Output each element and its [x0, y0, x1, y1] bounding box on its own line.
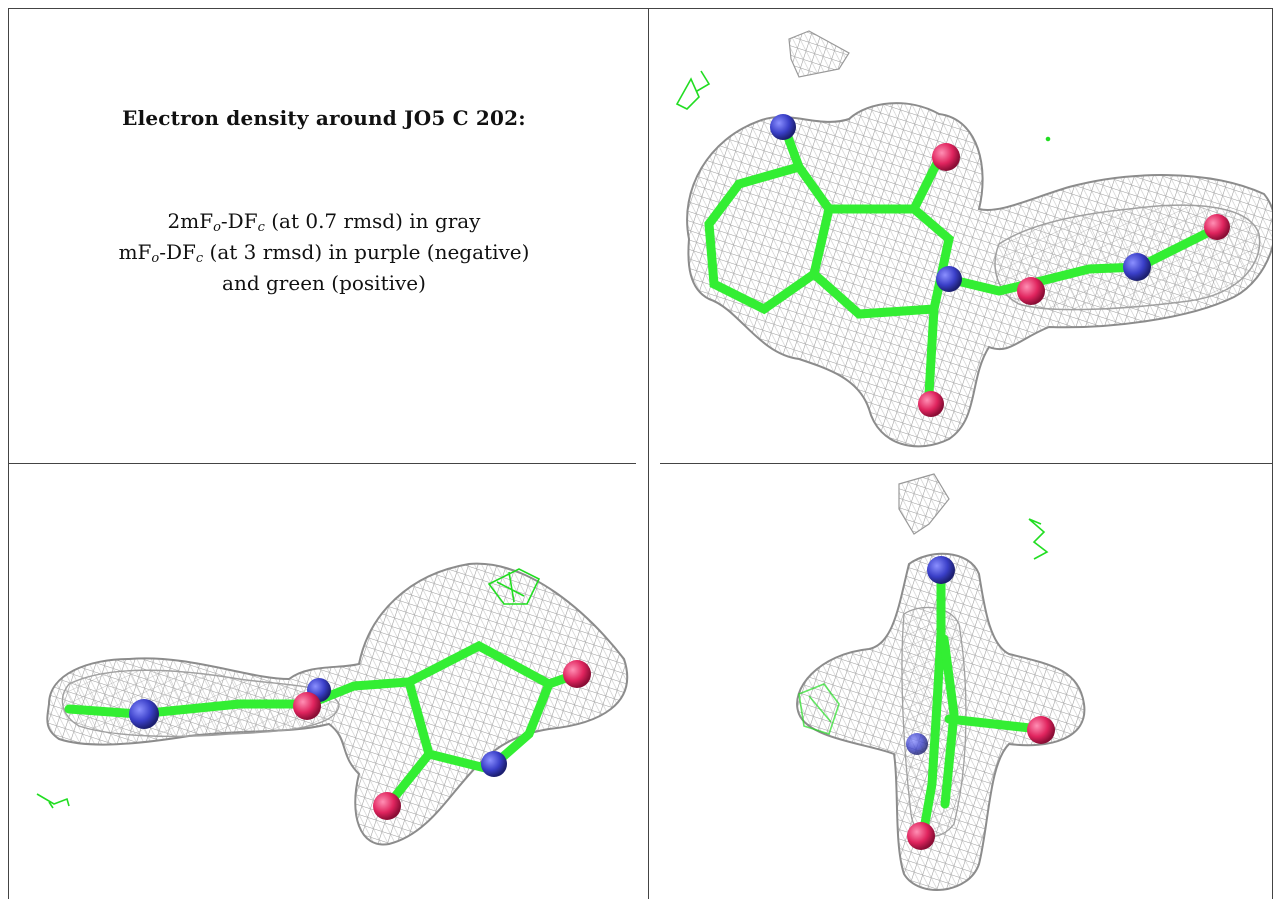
caption-title: Electron density around JO5 C 202: — [122, 106, 526, 130]
grid-middle-horizontal-left — [8, 463, 636, 464]
grid-middle-horizontal-right — [660, 463, 1273, 464]
atom-oxygen-red — [907, 716, 1055, 850]
atom-nitrogen-blue — [770, 114, 1151, 292]
grid-left-border — [8, 8, 9, 899]
mesh-3fo-dfc-green-positive — [36, 568, 541, 809]
caption-description: 2mFo-DFc (at 0.7 rmsd) in gray mFo-DFc (… — [8, 206, 640, 299]
mesh-3fo-dfc-green-positive — [675, 70, 1051, 142]
mesh-2fo-dfc-gray — [686, 30, 1272, 448]
caption-line-colors: and green (positive) — [222, 271, 426, 295]
grid-right-border — [1272, 8, 1273, 899]
view-bottom-right — [649, 464, 1272, 899]
atom-nitrogen-blue — [129, 678, 507, 777]
caption-cell: Electron density around JO5 C 202: 2mFo-… — [8, 8, 640, 463]
view-bottom-left — [9, 464, 648, 899]
caption-line-2fo-dfc: 2mFo-DFc (at 0.7 rmsd) in gray — [167, 209, 481, 235]
mesh-3fo-dfc-green-positive — [798, 518, 1049, 736]
view-top-right — [649, 9, 1272, 463]
atom-oxygen-red — [293, 660, 591, 820]
caption-line-fo-dfc: mFo-DFc (at 3 rmsd) in purple (negative) — [118, 240, 530, 266]
grid-top-border — [8, 8, 1273, 9]
atom-oxygen-red — [918, 143, 1230, 417]
atom-nitrogen-blue — [906, 556, 955, 755]
ligand-bonds-green — [919, 569, 1044, 834]
grid-middle-vertical — [648, 8, 649, 899]
